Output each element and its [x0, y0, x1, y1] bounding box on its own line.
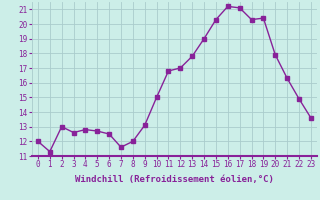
X-axis label: Windchill (Refroidissement éolien,°C): Windchill (Refroidissement éolien,°C) — [75, 175, 274, 184]
